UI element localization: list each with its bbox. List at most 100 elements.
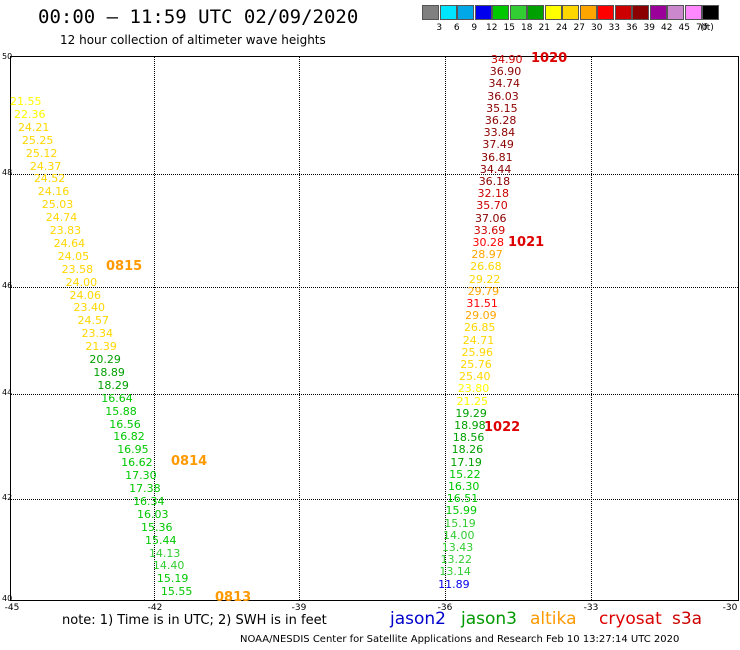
satellite-legend-jason3: jason3 [461,609,517,629]
satellite-legend-jason2: jason2 [390,609,446,629]
scale-swatch [527,5,544,20]
wave-height-reading: 37.06 [475,211,507,225]
wave-height-reading: 36.81 [481,150,513,164]
wave-height-reading: 15.19 [156,572,189,586]
wave-height-reading: 24.05 [57,249,90,263]
wave-height-reading: 36.28 [484,114,517,127]
wave-height-reading: 18.26 [451,443,484,457]
wave-height-reading: 13.43 [441,541,474,554]
wave-height-reading: 32.18 [477,187,509,201]
x-tick-label: -45 [4,603,20,613]
wave-height-reading: 23.58 [61,262,94,276]
wave-height-reading: 34.90 [491,53,523,66]
wave-height-reading: 24.37 [29,159,62,173]
wave-height-reading: 15.99 [445,504,477,518]
wave-height-reading: 15.55 [160,585,193,599]
wave-height-reading: 24.57 [77,314,109,328]
wave-height-reading: 18.29 [97,378,129,392]
grid-line-horizontal [11,499,738,500]
wave-height-reading: 24.21 [17,120,50,134]
scale-swatch [562,5,579,20]
wave-height-reading: 14.00 [443,528,475,542]
scale-swatch [492,5,509,20]
units-note: note: 1) Time is in UTC; 2) SWH is in fe… [62,613,327,628]
wave-height-reading: 36.18 [478,175,511,188]
wave-height-reading: 15.36 [141,520,173,534]
satellite-legend-cryosat: cryosat [599,609,662,629]
y-tick-label: 46 [2,281,13,290]
scale-swatch [422,5,439,20]
wave-height-reading: 16.51 [446,492,479,506]
wave-height-reading: 24.52 [33,172,66,186]
pass-label: 1022 [484,420,521,435]
x-tick-label: -36 [437,603,453,613]
page-title: 00:00 – 11:59 UTC 02/09/2020 [38,6,359,28]
scale-swatch [579,5,597,20]
wave-height-reading: 13.22 [440,553,473,567]
wave-height-reading: 16.03 [137,507,169,521]
wave-height-reading: 24.06 [69,288,102,302]
scale-swatch [667,5,684,20]
wave-height-reading: 26.85 [463,321,496,335]
scale-label: 39 [643,23,655,33]
wave-height-reading: 14.13 [148,546,181,560]
wave-height-reading: 31.51 [466,297,498,310]
wave-height-reading: 29.79 [467,284,500,298]
scale-swatch [474,5,492,20]
scale-label: 45 [678,23,690,33]
wave-height-reading: 33.69 [473,223,506,237]
wave-height-reading: 24.16 [37,185,70,199]
x-tick-label: -33 [583,603,599,613]
wave-height-reading: 25.40 [459,370,491,384]
scale-swatch [702,5,719,20]
scale-label: 15 [503,23,515,33]
wave-height-reading: 25.12 [25,146,58,160]
scale-label: 70 [696,23,708,33]
wave-height-reading: 25.25 [21,133,54,147]
grid-line-horizontal [11,174,738,175]
wave-height-reading: 24.64 [53,236,86,250]
scale-label: 42 [661,23,673,33]
scale-swatch [457,5,474,20]
scale-swatch [684,5,702,20]
wave-height-reading: 20.29 [89,353,121,366]
map-plot-area [10,56,739,601]
wave-height-reading: 25.96 [461,345,493,359]
satellite-legend-s3a: s3a [672,609,703,629]
wave-height-reading: 16.30 [447,480,480,493]
scale-swatch [439,5,457,20]
y-tick-label: 48 [2,168,13,177]
y-tick-label: 42 [2,493,13,502]
wave-height-reading: 16.62 [121,456,153,470]
wave-height-reading: 17.38 [129,482,161,495]
wave-height-reading: 14.40 [152,559,185,573]
grid-line-vertical [154,57,155,600]
wave-height-reading: 15.44 [144,533,177,547]
wave-height-reading: 15.88 [105,404,137,418]
scale-label: 9 [471,23,478,33]
wave-height-reading: 36.03 [487,89,519,103]
wave-height-reading: 21.55 [10,95,42,108]
scale-swatch [614,5,632,20]
wave-height-reading: 16.82 [113,430,145,444]
scale-unit-label: (ft) [700,23,714,33]
wave-height-reading: 23.34 [81,327,113,341]
scale-label: 24 [556,23,568,33]
wave-height-reading: 24.00 [65,275,98,289]
scale-label: 36 [626,23,638,33]
wave-height-reading: 34.74 [488,77,521,91]
wave-height-reading: 17.30 [125,469,157,483]
grid-line-vertical [591,57,592,600]
wave-height-reading: 23.83 [49,224,82,237]
wave-height-reading: 25.03 [41,198,74,212]
x-tick-label: -42 [147,603,163,613]
pass-label: 1021 [508,235,545,250]
scale-swatch [649,5,667,20]
wave-height-reading: 16.34 [133,494,165,508]
scale-label: 6 [453,23,460,33]
wave-height-reading: 15.19 [444,516,476,530]
scale-swatch [509,5,527,20]
y-tick-label: 50 [2,52,13,61]
page-subtitle: 12 hour collection of altimeter wave hei… [60,33,326,47]
satellite-legend-altika: altika [530,609,577,629]
